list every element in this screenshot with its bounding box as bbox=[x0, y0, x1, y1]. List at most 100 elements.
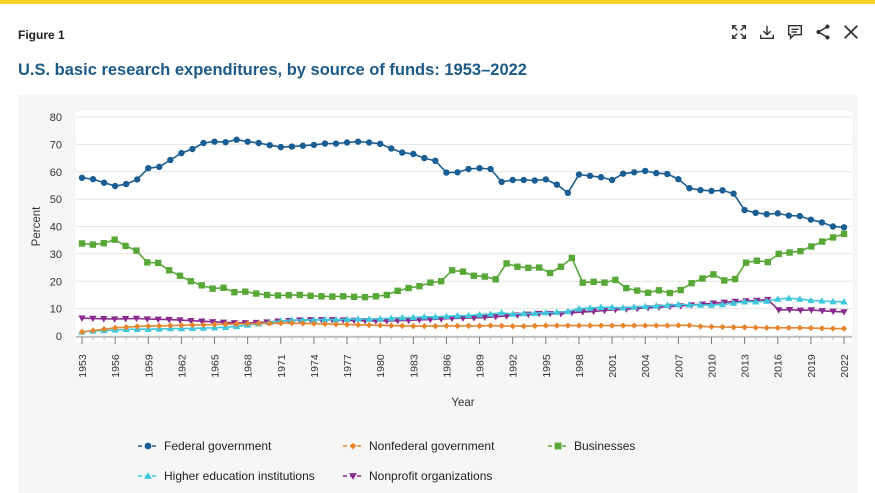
x-tick-label: 1956 bbox=[110, 354, 122, 378]
share-button[interactable] bbox=[813, 22, 833, 42]
data-point bbox=[642, 167, 649, 175]
figure-toolbar bbox=[729, 22, 861, 42]
data-point bbox=[310, 320, 318, 327]
data-point bbox=[630, 303, 638, 310]
data-point bbox=[818, 297, 826, 304]
series-higher-education-institutions bbox=[78, 294, 848, 335]
comment-button[interactable] bbox=[785, 22, 805, 42]
expand-icon bbox=[731, 24, 747, 40]
data-point bbox=[741, 324, 748, 331]
data-point bbox=[644, 289, 652, 296]
data-point bbox=[244, 138, 251, 145]
data-point bbox=[155, 259, 162, 267]
data-point bbox=[376, 322, 384, 329]
data-point bbox=[492, 276, 499, 283]
legend-swatch-marker bbox=[144, 442, 152, 450]
data-point bbox=[78, 174, 86, 181]
data-point bbox=[354, 321, 362, 328]
x-tick-label: 2010 bbox=[706, 354, 718, 378]
data-point bbox=[796, 295, 804, 302]
data-point bbox=[796, 324, 804, 331]
legend-label: Nonprofit organizations bbox=[369, 469, 492, 483]
data-point bbox=[89, 327, 97, 334]
data-point bbox=[111, 182, 119, 190]
data-point bbox=[481, 273, 488, 280]
legend-item[interactable]: Nonfederal government bbox=[343, 439, 495, 453]
data-point bbox=[718, 300, 727, 308]
data-point bbox=[751, 298, 760, 305]
data-point bbox=[475, 310, 484, 318]
data-point bbox=[365, 315, 373, 322]
data-point bbox=[252, 290, 260, 297]
data-point bbox=[220, 284, 227, 292]
data-point bbox=[531, 309, 539, 316]
close-button[interactable] bbox=[841, 22, 861, 42]
data-point bbox=[459, 268, 467, 275]
y-axis-title: Percent bbox=[31, 206, 43, 246]
data-point bbox=[579, 279, 586, 286]
data-point bbox=[321, 140, 329, 147]
data-point bbox=[568, 254, 576, 262]
legend-item[interactable]: Businesses bbox=[548, 439, 635, 453]
data-point bbox=[630, 169, 638, 176]
data-point bbox=[122, 324, 130, 331]
data-point bbox=[590, 278, 597, 285]
data-point bbox=[664, 170, 671, 178]
data-point bbox=[775, 250, 782, 258]
expand-button[interactable] bbox=[729, 22, 749, 42]
data-point bbox=[553, 181, 561, 188]
data-point bbox=[219, 319, 228, 327]
data-point bbox=[176, 317, 184, 324]
data-point bbox=[497, 309, 506, 316]
data-point bbox=[376, 315, 384, 322]
data-point bbox=[354, 138, 362, 145]
line-chart: 0 10 20 30 40 50 60 70 80 1953 1956 1959 1962 1965 196… bbox=[31, 111, 852, 483]
data-point bbox=[666, 289, 674, 297]
data-point bbox=[410, 322, 417, 330]
data-point bbox=[178, 149, 185, 157]
data-point bbox=[365, 139, 373, 146]
data-point bbox=[542, 176, 550, 183]
data-point bbox=[486, 310, 495, 317]
data-point bbox=[189, 145, 196, 153]
data-point bbox=[145, 322, 152, 330]
data-point bbox=[189, 321, 196, 329]
data-point bbox=[642, 322, 649, 329]
x-tick-label: 1974 bbox=[309, 354, 321, 378]
data-point bbox=[274, 292, 282, 299]
data-point bbox=[132, 315, 141, 323]
data-point bbox=[89, 175, 97, 183]
data-point bbox=[343, 139, 351, 146]
legend-item[interactable]: Higher education institutions bbox=[138, 469, 315, 483]
download-button[interactable] bbox=[757, 22, 777, 42]
data-point bbox=[432, 157, 439, 164]
data-point bbox=[697, 323, 704, 330]
legend-label: Federal government bbox=[164, 439, 272, 453]
legend-label: Higher education institutions bbox=[164, 469, 315, 483]
data-point bbox=[655, 287, 663, 294]
data-point bbox=[242, 288, 249, 295]
data-point bbox=[774, 295, 782, 302]
y-tick-label: 70 bbox=[50, 139, 62, 151]
y-tick-label: 80 bbox=[50, 112, 62, 124]
data-point bbox=[719, 323, 726, 331]
x-tick-label: 1971 bbox=[276, 354, 288, 378]
legend-item[interactable]: Federal government bbox=[138, 439, 272, 453]
data-point bbox=[198, 318, 206, 325]
data-point bbox=[797, 247, 804, 255]
data-point bbox=[785, 307, 794, 314]
data-point bbox=[134, 323, 141, 330]
data-point bbox=[481, 314, 489, 322]
data-point bbox=[707, 301, 716, 308]
y-tick-label: 40 bbox=[50, 222, 62, 234]
data-point bbox=[387, 314, 395, 321]
data-point bbox=[653, 322, 660, 329]
x-tick-label: 1995 bbox=[541, 354, 553, 378]
series-line bbox=[81, 297, 845, 333]
data-point bbox=[409, 313, 418, 321]
data-point bbox=[829, 308, 837, 316]
x-tick-label: 1980 bbox=[375, 354, 387, 378]
legend-item[interactable]: Nonprofit organizations bbox=[343, 469, 492, 483]
data-point bbox=[840, 298, 848, 305]
data-point bbox=[176, 272, 184, 279]
